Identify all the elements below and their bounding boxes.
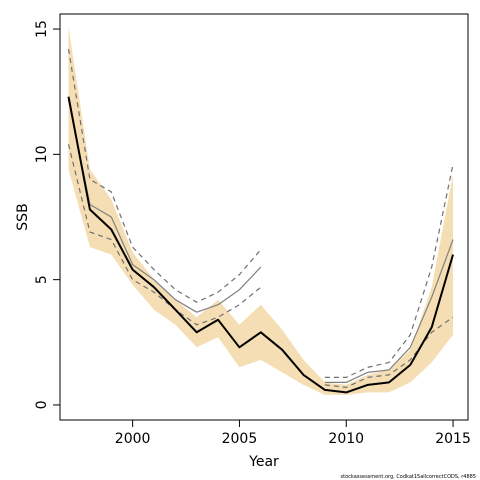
- y-tick-label: 0: [34, 401, 50, 410]
- x-axis-title: Year: [248, 454, 279, 470]
- x-tick-label: 2015: [435, 431, 471, 447]
- series-line-1: [67, 96, 454, 394]
- x-tick-label: 2010: [328, 431, 364, 447]
- confidence-band: [68, 26, 453, 395]
- confidence-band-layer: [68, 26, 453, 395]
- x-tick-label: 2000: [115, 431, 151, 447]
- series-line-4: [67, 144, 454, 388]
- series-line-3: [67, 49, 454, 378]
- x-axis: 2000 2005 2010 2015: [115, 419, 471, 447]
- y-tick-label: 15: [34, 20, 50, 38]
- y-axis-title: SSB: [15, 203, 31, 230]
- footer-caption: stockassessment.org, Codkat15allcorrectC…: [341, 474, 476, 480]
- series-layer: [67, 49, 454, 394]
- y-tick-label: 10: [34, 145, 50, 163]
- series-line-2: [67, 99, 454, 383]
- y-tick-label: 5: [34, 275, 50, 284]
- x-tick-label: 2005: [222, 431, 258, 447]
- y-axis: 0 5 10 15: [34, 20, 61, 410]
